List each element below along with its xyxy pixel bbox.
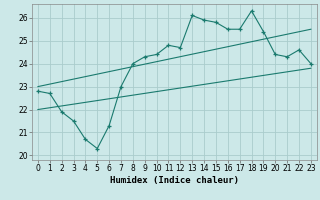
- X-axis label: Humidex (Indice chaleur): Humidex (Indice chaleur): [110, 176, 239, 185]
